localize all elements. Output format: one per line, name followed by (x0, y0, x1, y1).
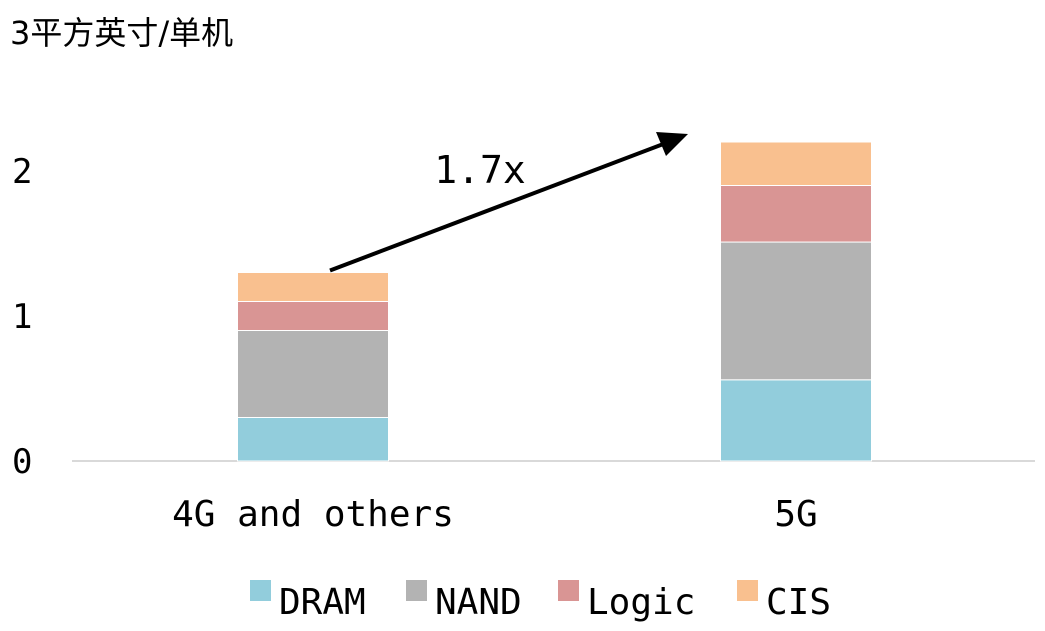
bar-logic-5g (720, 185, 872, 243)
bar-dram-4g (237, 417, 389, 462)
legend-label-dram: DRAM (279, 582, 366, 623)
y-tick-label: 1 (12, 297, 32, 337)
y-tick-label: 0 (12, 442, 32, 482)
bar-cis-5g (720, 141, 872, 186)
growth-arrow-head (656, 132, 688, 156)
legend-label-cis: CIS (766, 582, 831, 623)
legend-label-nand: NAND (435, 582, 522, 623)
bar-nand-5g (720, 241, 872, 381)
bar-logic-4g (237, 301, 389, 331)
legend-swatch-logic (558, 580, 579, 601)
legend-swatch-nand (406, 580, 427, 601)
growth-annotation: 1.7x (434, 148, 526, 192)
legend-swatch-dram (250, 580, 271, 601)
legend-swatch-cis (737, 580, 758, 601)
growth-arrow-line (329, 141, 667, 273)
y-tick-label: 2 (12, 152, 32, 192)
bar-dram-5g (720, 379, 872, 462)
legend-label-logic: Logic (587, 582, 695, 623)
x-tick-label: 4G and others (172, 494, 454, 535)
x-tick-label: 5G (774, 494, 817, 535)
bar-cis-4g (237, 272, 389, 302)
y-axis-label: 3平方英寸/单机 (10, 14, 234, 52)
bar-nand-4g (237, 330, 389, 418)
